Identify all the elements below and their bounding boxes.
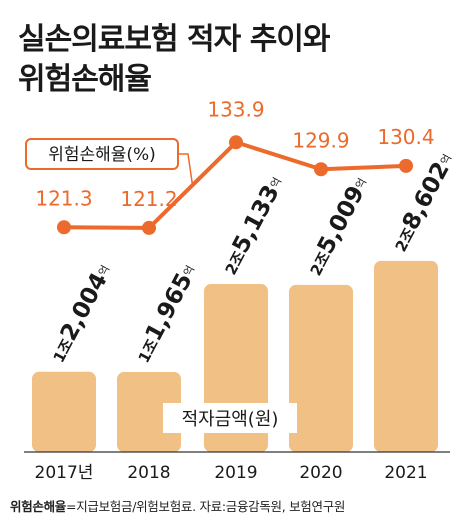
bar-0 — [32, 371, 96, 452]
loss-ratio-point-3 — [314, 162, 328, 177]
loss-ratio-label-4: 130.4 — [377, 125, 434, 149]
bar-3 — [289, 284, 353, 452]
bar-label-1: 1조1,965억 — [129, 260, 202, 367]
bar-legend-box — [163, 403, 297, 433]
bar-label-2: 2조5,133억 — [216, 172, 289, 279]
loss-ratio-label-2: 133.9 — [207, 97, 264, 121]
chart-title-line-2: 위험손해율 — [18, 62, 152, 97]
bar-4 — [374, 260, 438, 452]
source-note-text: =지급보험금/위험보험료. 자료:금융감독원, 보험연구원 — [66, 499, 346, 514]
loss-ratio-point-1 — [142, 220, 156, 235]
loss-ratio-point-4 — [399, 158, 413, 173]
x-tick-label-0: 2017년 — [35, 463, 94, 483]
loss-ratio-label-0: 121.3 — [35, 186, 92, 210]
line-legend-leader — [178, 153, 194, 186]
source-note-term: 위험손해율 — [10, 499, 67, 514]
loss-ratio-point-2 — [229, 135, 243, 150]
loss-ratio-label-3: 129.9 — [292, 128, 349, 152]
x-tick-label-2: 2019 — [214, 463, 257, 483]
x-tick-label-1: 2018 — [127, 463, 170, 483]
bar-label-0: 1조2,004억 — [44, 260, 117, 367]
loss-ratio-label-1: 121.2 — [120, 187, 177, 211]
loss-ratio-point-0 — [57, 220, 71, 235]
line-legend-label: 위험손해율(%) — [48, 145, 156, 165]
x-tick-label-4: 2021 — [384, 463, 427, 483]
x-tick-label-3: 2020 — [299, 463, 342, 483]
chart-title: 실손의료보험 적자 추이와 위험손해율 — [18, 20, 330, 100]
bar-legend-label: 적자금액(원) — [182, 409, 279, 430]
chart-title-line-1: 실손의료보험 적자 추이와 — [18, 22, 330, 57]
source-note: 위험손해율=지급보험금/위험보험료. 자료:금융감독원, 보험연구원 — [10, 496, 345, 515]
bar-label-3: 2조5,009억 — [301, 173, 374, 280]
